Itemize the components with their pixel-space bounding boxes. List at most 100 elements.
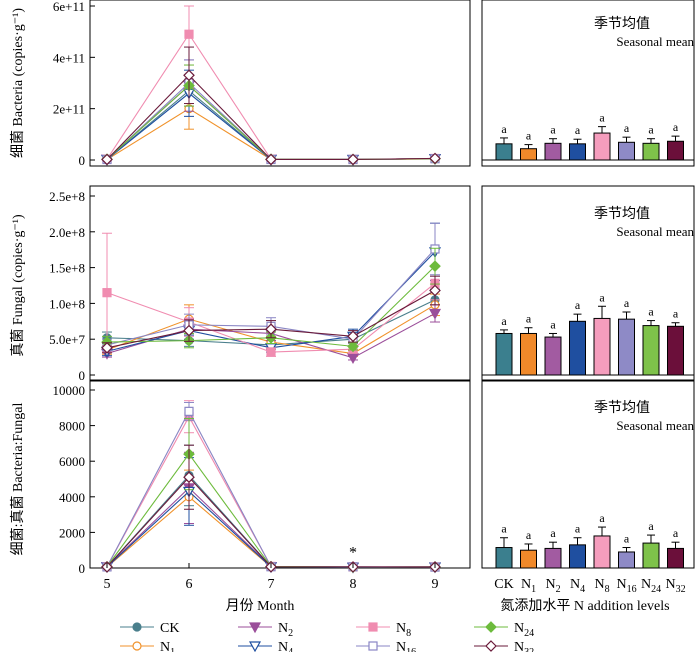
legend-label-base: N — [396, 640, 406, 652]
legend-label-base: CK — [160, 621, 179, 636]
seasonal-title-cn: 季节均值 — [594, 400, 650, 416]
significance-marker: * — [349, 544, 357, 561]
bar-category-label-base: CK — [494, 577, 513, 592]
x-tick-label: 8 — [350, 577, 357, 592]
significance-letter: a — [501, 522, 507, 536]
legend-marker — [248, 622, 262, 634]
seasonal-title-en: Seasonal mean — [616, 224, 694, 239]
x-tick-label: 7 — [268, 577, 275, 592]
legend-label-sub: 32 — [524, 647, 534, 652]
legend-label-sub: 2 — [288, 628, 293, 639]
bar-category-label: N16 — [616, 577, 636, 595]
legend-item-N2: N2 — [238, 621, 293, 639]
significance-letter: a — [575, 522, 581, 536]
bar-N24 — [642, 325, 660, 376]
legend-label-base: N — [278, 621, 288, 636]
series-line-N4 — [106, 92, 436, 161]
significance-letter: a — [648, 123, 654, 137]
legend-label-sub: 1 — [170, 647, 175, 652]
bar-category-label-base: N — [570, 577, 580, 592]
line-plot-frame — [89, 185, 471, 382]
legend-label: N8 — [396, 621, 411, 639]
bar-N1 — [520, 148, 537, 161]
fungal-seasonal-bar-panel: 季节均值 Seasonal mean a a a a a a a a — [481, 185, 695, 382]
significance-letter: a — [501, 314, 507, 328]
y-tick-label: 8000 — [59, 419, 85, 434]
seasonal-title-en: Seasonal mean — [616, 418, 694, 433]
legend-item-N4: N4 — [238, 640, 293, 652]
significance-letter: a — [599, 290, 605, 304]
bar-category-label-base: N — [594, 577, 604, 592]
y-tick-label: 1.5e+8 — [49, 261, 85, 276]
line-plot-frame — [89, 0, 471, 167]
bar-N2 — [544, 336, 562, 376]
series-line-N8 — [106, 415, 435, 568]
legend-label-sub: 4 — [288, 647, 293, 652]
significance-letter: a — [526, 129, 532, 143]
bar-plot-frame — [481, 0, 695, 167]
data-point-N32 — [347, 153, 359, 166]
series-N32 — [101, 46, 441, 166]
significance-letter: a — [526, 312, 532, 326]
data-point-N32 — [183, 69, 195, 82]
data-point-N32 — [183, 471, 195, 484]
y-tick-label: 6e+11 — [53, 0, 85, 14]
significance-letter: a — [550, 123, 556, 137]
bar-category-label-sub: 32 — [676, 584, 686, 595]
data-point-N32 — [183, 324, 195, 337]
significance-letter: a — [526, 528, 532, 542]
series-N1 — [102, 87, 440, 165]
y-axis-label: 细菌:真菌 Bacteria:Fungal — [10, 402, 26, 555]
bar-category-label-sub: 16 — [627, 584, 637, 595]
data-point-N8 — [102, 288, 112, 298]
significance-letter: a — [501, 122, 507, 136]
bar-category-label: N1 — [521, 577, 536, 595]
month-axis-label: 月份 Month — [226, 598, 295, 614]
bar-category-label-base: N — [665, 577, 675, 592]
y-tick-label: 6000 — [59, 454, 85, 469]
data-point-N32 — [101, 341, 113, 354]
significance-letter: a — [673, 526, 679, 540]
legend-item-N8: N8 — [356, 621, 411, 639]
y-tick-label: 4000 — [59, 490, 85, 505]
legend-marker — [248, 641, 262, 652]
y-tick-label: 0 — [79, 561, 86, 576]
legend-marker — [132, 622, 142, 632]
legend-label: N24 — [514, 621, 534, 639]
bar-category-label: CK — [494, 577, 513, 592]
legend-label: CK — [160, 621, 179, 636]
series-N16 — [102, 401, 440, 572]
bar-category-label: N24 — [641, 577, 661, 595]
legend-marker — [485, 621, 497, 633]
y-tick-label: 2e+11 — [53, 102, 85, 117]
bar-category-label-sub: 2 — [556, 584, 561, 595]
significance-letter: a — [599, 111, 605, 125]
data-point-N8 — [266, 347, 276, 357]
bar-N1 — [520, 549, 537, 569]
bar-category-label: N8 — [594, 577, 609, 595]
bar-category-label: N2 — [545, 577, 560, 595]
n-levels-axis-label: 氮添加水平 N addition levels — [500, 598, 669, 614]
bar-N2 — [544, 547, 562, 569]
series-line-N1 — [106, 496, 436, 568]
data-point-N16 — [184, 406, 194, 416]
bar-CK — [495, 332, 513, 376]
significance-letter: a — [550, 526, 556, 540]
data-point-N32 — [265, 153, 277, 166]
legend-marker — [368, 622, 378, 632]
legend-label-sub: 16 — [406, 647, 416, 652]
series-line-N16 — [106, 410, 436, 568]
data-point-N24 — [429, 260, 441, 273]
legend-item-N24: N24 — [474, 621, 534, 639]
y-axis-label: 真菌 Fungal (copies·g⁻¹) — [10, 214, 26, 357]
data-point-N32 — [347, 330, 359, 343]
bar-N8 — [593, 132, 611, 161]
legend-label-base: N — [514, 621, 524, 636]
legend-marker — [132, 641, 142, 651]
series-N32 — [101, 444, 441, 573]
y-axis-label: 细菌 Bacteria (copies·g⁻¹) — [10, 8, 26, 158]
bar-category-label: N4 — [570, 577, 585, 595]
legend-label: N2 — [278, 621, 293, 639]
legend-item-N1: N1 — [120, 640, 175, 652]
fungal-line-panel: 0 5.0e+7 1.0e+8 1.5e+8 2.0e+8 2.5e+8 真菌 Fungal… — [10, 185, 471, 383]
